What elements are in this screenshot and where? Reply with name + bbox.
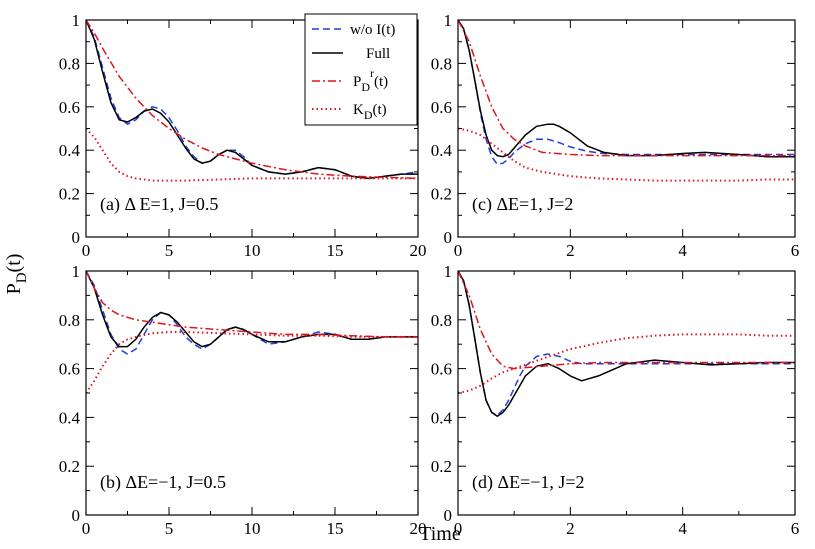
panel-a-annotation: (a) Δ E=1, J=0.5 xyxy=(100,194,218,215)
panel-c-ytick-label: 0.6 xyxy=(431,98,452,117)
panel-a-xtick-label: 15 xyxy=(327,241,344,260)
legend-label-pr-sub: D xyxy=(361,80,370,94)
panel-a-xtick-label: 0 xyxy=(82,241,91,260)
panel-a-series-full xyxy=(86,20,418,180)
legend-label-pr-main: P xyxy=(353,74,361,90)
y-axis-title-sub: D xyxy=(14,272,30,283)
panel-d-series-full xyxy=(458,271,795,417)
panel-b: 0 5 10 15 20 0 0.2 0.4 0.6 0.8 1 (b) ΔE=−1, J=0.5 xyxy=(59,262,427,538)
panel-a-series-group xyxy=(86,20,418,182)
panel-c-series-pr xyxy=(458,20,795,157)
panel-d: 0 2 4 6 0 0.2 0.4 0.6 0.8 1 (d) ΔE=−1, J=2 xyxy=(431,262,800,538)
panel-c: 0 2 4 6 0 0.2 0.4 0.6 0.8 1 (c) ΔE=1, J=2 xyxy=(431,11,800,260)
panel-d-ytick-label: 0 xyxy=(444,506,453,525)
panel-c-series-full xyxy=(458,20,795,158)
panel-b-ytick-label: 0.8 xyxy=(59,311,80,330)
panel-a-series-pr xyxy=(86,20,418,180)
panel-b-series-wo xyxy=(86,271,418,355)
legend-box xyxy=(304,13,418,126)
panel-d-series-pr xyxy=(458,271,795,370)
panel-d-ytick-label: 0.2 xyxy=(431,457,452,476)
panel-c-series-k xyxy=(458,127,795,182)
panel-c-ytick-label: 1 xyxy=(444,11,453,30)
panel-d-series-wo xyxy=(458,271,795,416)
panel-c-ytick-label: 0.4 xyxy=(431,141,453,160)
panel-c-xtick-label: 2 xyxy=(566,241,575,260)
panel-d-series-group xyxy=(458,271,795,417)
panel-c-xtick-label: 4 xyxy=(678,241,687,260)
panel-b-xtick-label: 10 xyxy=(244,519,261,538)
panel-d-xtick-label: 2 xyxy=(566,519,575,538)
panel-b-ytick-label: 0.4 xyxy=(59,408,81,427)
panel-b-series-group xyxy=(86,271,418,394)
panel-d-xtick-label: 4 xyxy=(678,519,687,538)
svg-text:PD(t): PD(t) xyxy=(3,254,30,295)
x-axis-title: Time xyxy=(419,523,461,545)
panel-b-xtick-label: 20 xyxy=(410,519,427,538)
panel-c-annotation: (c) ΔE=1, J=2 xyxy=(472,194,573,215)
panel-a-ytick-label: 0.4 xyxy=(59,141,81,160)
panel-a-ytick-label: 0.8 xyxy=(59,54,80,73)
panel-d-xtick-label: 0 xyxy=(454,519,463,538)
panel-a-series-k xyxy=(86,127,418,182)
panel-c-series-group xyxy=(458,20,795,182)
panel-b-ytick-label: 0.2 xyxy=(59,457,80,476)
panel-b-xtick-label: 15 xyxy=(327,519,344,538)
panel-c-ytick-label: 0 xyxy=(444,228,453,247)
panel-a-ytick-label: 0.2 xyxy=(59,185,80,204)
panel-d-xtick-label: 6 xyxy=(791,519,800,538)
panel-a-ytick-label: 0.6 xyxy=(59,98,80,117)
panel-b-ytick-label: 0 xyxy=(72,506,81,525)
legend: w/o I(t) Full PDr(t) KD(t) xyxy=(304,13,418,126)
panel-d-ytick-label: 0.6 xyxy=(431,360,452,379)
panel-d-ytick-label: 0.4 xyxy=(431,408,453,427)
panel-a-ytick-label: 1 xyxy=(72,11,81,30)
panel-b-series-k xyxy=(86,331,418,394)
panel-b-ytick-label: 1 xyxy=(72,262,81,281)
panel-a-ytick-label: 0 xyxy=(72,228,81,247)
y-axis-title-tail: (t) xyxy=(3,254,25,273)
legend-label-pr: PDr(t) xyxy=(353,66,388,94)
legend-label-k: KD(t) xyxy=(353,102,387,122)
panel-d-annotation: (d) ΔE=−1, J=2 xyxy=(472,472,585,493)
y-axis-title-main: P xyxy=(3,283,25,294)
panel-d-ytick-label: 1 xyxy=(444,262,453,281)
legend-label-pr-sup: r xyxy=(370,66,374,80)
panel-c-xtick-label: 0 xyxy=(454,241,463,260)
legend-label-wo: w/o I(t) xyxy=(350,22,395,38)
panel-c-xtick-label: 6 xyxy=(791,241,800,260)
panel-a-xtick-label: 10 xyxy=(244,241,261,260)
legend-label-pr-tail: (t) xyxy=(374,74,388,90)
legend-label-k-sub: D xyxy=(364,108,373,122)
y-axis-title: PD(t) xyxy=(3,254,30,295)
panel-a: 0 5 10 15 20 0 0.2 0.4 0.6 0.8 1 (a) Δ E=1, J=0.5 xyxy=(59,11,427,260)
panel-a-xtick-label: 20 xyxy=(410,241,427,260)
panel-a-xtick-label: 5 xyxy=(165,241,174,260)
panel-b-xtick-label: 0 xyxy=(82,519,91,538)
panel-c-series-wo xyxy=(458,20,795,166)
panel-b-ytick-label: 0.6 xyxy=(59,360,80,379)
legend-label-k-tail: (t) xyxy=(373,102,387,118)
panel-b-annotation: (b) ΔE=−1, J=0.5 xyxy=(100,472,226,493)
panel-d-ytick-label: 0.8 xyxy=(431,311,452,330)
panel-c-ytick-label: 0.8 xyxy=(431,54,452,73)
panel-b-xtick-label: 5 xyxy=(165,519,174,538)
legend-label-k-main: K xyxy=(353,102,364,118)
panel-b-series-pr xyxy=(86,271,418,338)
panel-c-ytick-label: 0.2 xyxy=(431,185,452,204)
panel-d-series-k xyxy=(458,333,795,394)
legend-label-full: Full xyxy=(366,46,390,62)
